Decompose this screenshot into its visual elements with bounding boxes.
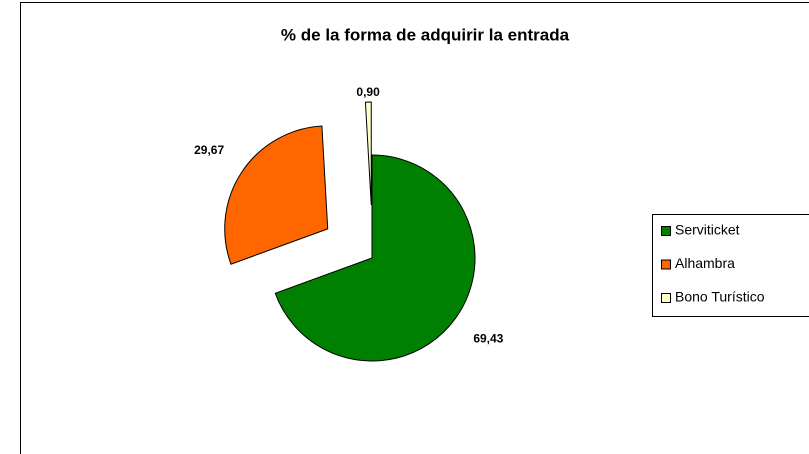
legend-label: Bono Turístico <box>675 289 765 305</box>
pie-slice <box>224 125 329 265</box>
legend-swatch <box>661 226 671 236</box>
data-label: 69,43 <box>473 332 503 346</box>
chart-title: % de la forma de adquirir la entrada <box>281 25 570 44</box>
legend-label: Serviticket <box>675 222 740 238</box>
pie-slice <box>274 154 476 362</box>
data-label: 0,90 <box>356 85 380 99</box>
data-label: 29,67 <box>194 143 224 157</box>
legend-swatch <box>661 259 671 270</box>
legend <box>652 214 809 317</box>
legend-label: Alhambra <box>675 255 735 271</box>
pie-slice <box>364 101 372 206</box>
legend-swatch <box>661 293 671 303</box>
